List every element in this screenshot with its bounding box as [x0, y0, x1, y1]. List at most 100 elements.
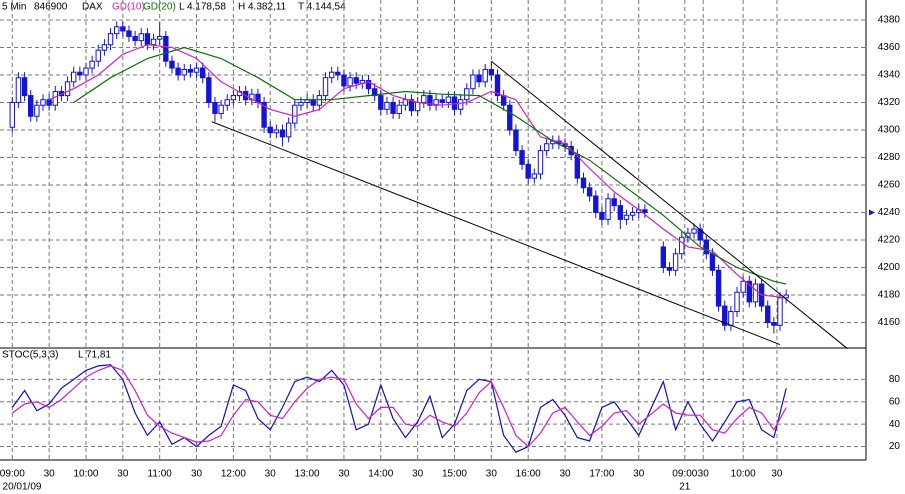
y-tick-label: 4340: [878, 70, 901, 81]
candle-body: [482, 68, 488, 83]
candle-body: [156, 35, 163, 40]
candle-body: [390, 101, 396, 114]
price-marker: [869, 209, 875, 216]
date-label: 20/01/09: [3, 482, 42, 493]
candle-body: [347, 77, 353, 87]
candle-body: [513, 129, 519, 152]
candle-body: [433, 99, 439, 106]
candle-body: [187, 68, 194, 73]
series-line: [73, 46, 787, 285]
candle-body: [722, 305, 728, 326]
candle-body: [500, 95, 507, 106]
candle-body: [371, 88, 378, 97]
candle-body: [605, 198, 611, 220]
candle-body: [322, 77, 329, 97]
candle-body: [427, 95, 433, 106]
x-tick-label: 30: [771, 469, 783, 480]
candle-body: [679, 236, 685, 255]
x-tick-label: 12:00: [221, 469, 246, 480]
candle-body: [273, 129, 280, 134]
stat-low: L 4.178,58: [179, 2, 226, 13]
candle-body: [672, 253, 679, 271]
candle-body: [574, 154, 581, 179]
candle-body: [169, 60, 175, 69]
x-tick-label: 09:00: [672, 469, 697, 480]
candle-body: [752, 283, 759, 303]
x-tick-label: 30: [117, 469, 129, 480]
candle-body: [746, 280, 753, 303]
x-tick-label: 09:00: [0, 469, 25, 480]
candle-body: [464, 88, 470, 101]
candle-body: [328, 71, 335, 79]
candle-body: [138, 33, 144, 42]
candle-body: [199, 67, 206, 79]
y-tick-label: 60: [889, 396, 901, 407]
candle-body: [709, 253, 716, 271]
y-tick-label: 20: [889, 441, 901, 452]
candle-body: [378, 95, 384, 110]
candle-body: [335, 71, 341, 76]
candle-body: [691, 228, 697, 234]
candle-body: [439, 99, 445, 103]
candle-body: [89, 60, 95, 69]
candle-body: [40, 99, 46, 106]
candle-body: [525, 163, 531, 179]
x-tick-label: 30: [191, 469, 203, 480]
candle-body: [421, 95, 427, 103]
candle-body: [777, 297, 783, 326]
indicator-title: STOC(5,3,3): [2, 350, 59, 361]
candle-body: [445, 96, 452, 103]
x-tick-label: 11:00: [148, 469, 173, 480]
date-label: 21: [679, 482, 691, 493]
candle-body: [144, 33, 151, 46]
y-tick-label: 40: [889, 419, 901, 430]
legend-entry: GD(10): [112, 2, 145, 13]
candle-body: [310, 99, 316, 106]
y-tick-label: 4200: [878, 262, 901, 273]
candle-body: [623, 214, 630, 220]
candle-body: [697, 228, 703, 241]
candle-body: [341, 74, 347, 87]
candle-body: [771, 322, 777, 326]
candle-body: [599, 212, 605, 220]
candle-body: [9, 101, 15, 128]
candle-body: [365, 79, 372, 90]
y-tick-label: 4300: [878, 125, 901, 136]
trend-line: [491, 60, 848, 350]
candle-body: [531, 173, 538, 179]
candle-body: [46, 99, 52, 106]
series-line: [11, 365, 787, 448]
candle-body: [728, 311, 734, 326]
y-tick-label: 4220: [878, 235, 901, 246]
candle-body: [402, 99, 409, 106]
y-tick-label: 4160: [878, 317, 901, 328]
stat-high: H 4.382,11: [238, 2, 287, 13]
y-tick-label: 4320: [878, 97, 901, 108]
candle-body: [175, 67, 181, 76]
candle-body: [77, 71, 83, 76]
security-id: 846900: [34, 2, 68, 13]
x-tick-label: 30: [412, 469, 424, 480]
series-line: [11, 364, 787, 453]
candle-body: [150, 38, 157, 46]
candle-body: [206, 77, 212, 103]
trend-line: [211, 121, 781, 346]
candle-body: [408, 99, 415, 112]
candle-body: [715, 269, 722, 307]
candle-body: [261, 101, 267, 128]
series-line: [48, 44, 787, 299]
x-tick-label: 10:00: [73, 469, 98, 480]
candle-body: [470, 74, 476, 90]
x-tick-label: 16:00: [516, 469, 541, 480]
candle-body: [224, 99, 230, 106]
candle-body: [285, 122, 292, 138]
candle-body: [734, 291, 740, 313]
y-tick-label: 80: [889, 374, 901, 385]
candle-body: [617, 205, 624, 220]
candle-body: [543, 143, 550, 152]
x-tick-label: 15:00: [442, 469, 467, 480]
candle-body: [586, 187, 593, 197]
candle-body: [15, 77, 22, 103]
candle-body: [193, 67, 200, 73]
y-tick-label: 4240: [878, 207, 901, 218]
